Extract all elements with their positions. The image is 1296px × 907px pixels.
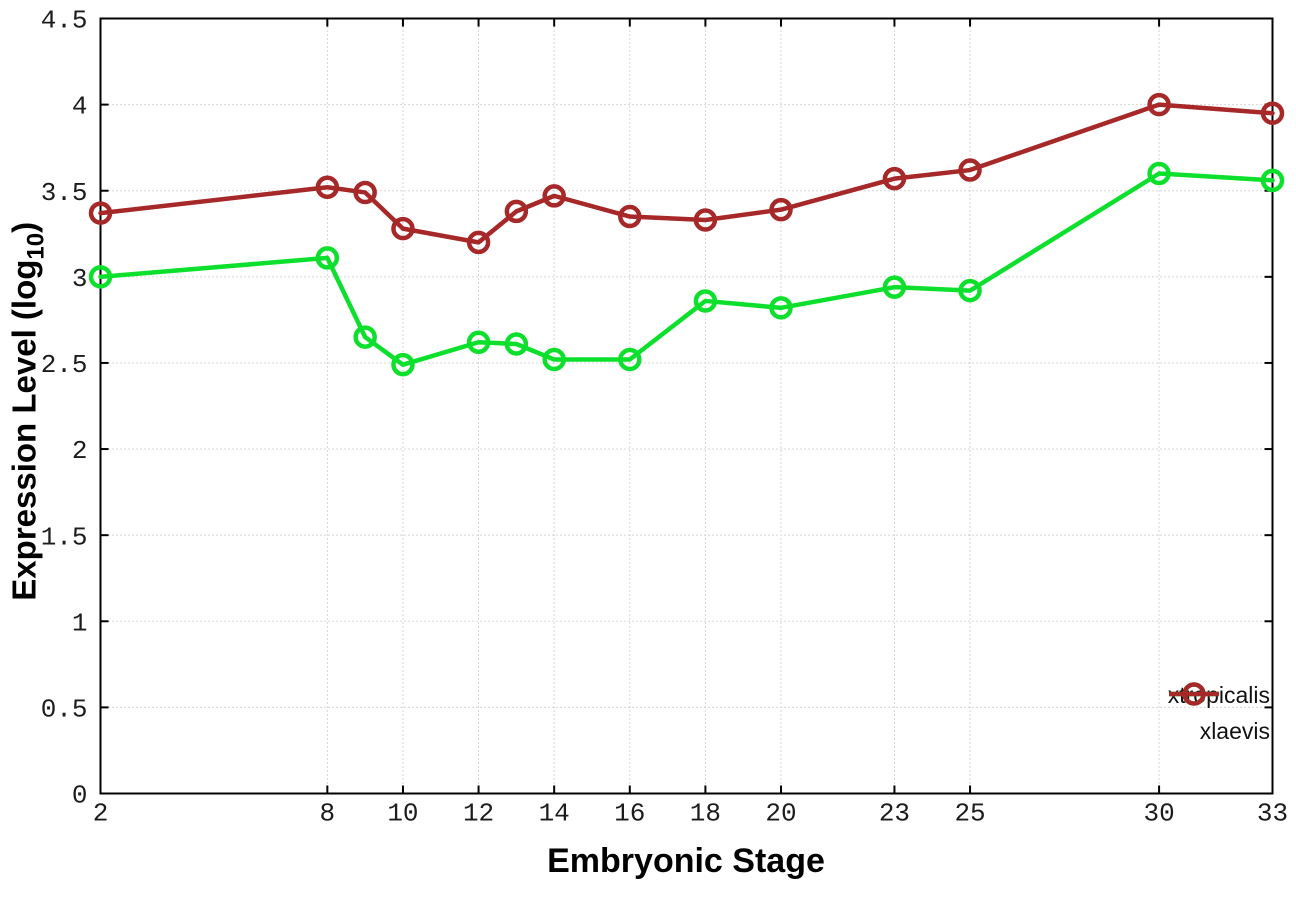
x-tick-label-23: 23 [879, 799, 910, 829]
y-tick-label-2.5: 2.5 [41, 350, 88, 380]
y-tick-label-2: 2 [72, 436, 88, 466]
y-tick-label-0: 0 [72, 781, 88, 811]
x-tick-label-8: 8 [320, 799, 336, 829]
y-axis-title: Expression Level (log10) [6, 21, 51, 801]
y-axis-title-text: Expression Level (log [5, 259, 43, 601]
legend: xtropicalis xlaevis [1168, 678, 1270, 748]
marker-xtropicalis-stage-12 [466, 330, 491, 355]
y-tick-label-0.5: 0.5 [41, 694, 88, 724]
x-tick-label-30: 30 [1143, 799, 1174, 829]
x-tick-label-25: 25 [954, 799, 985, 829]
x-tick-label-20: 20 [765, 799, 796, 829]
x-tick-label-16: 16 [614, 799, 645, 829]
series-line-xtropicalis [98, 171, 1275, 367]
legend-item-xlaevis: xlaevis [1168, 682, 1270, 748]
marker-xtropicalis-stage-9 [353, 325, 377, 349]
x-tick-label-14: 14 [539, 799, 570, 829]
marker-xtropicalis-stage-14 [542, 347, 566, 372]
legend-label-xlaevis: xlaevis [1199, 718, 1270, 744]
x-tick-label-18: 18 [690, 799, 721, 829]
marker-xlaevis-stage-12 [466, 230, 491, 255]
marker-xlaevis-stage-25 [958, 158, 982, 182]
marker-xtropicalis-stage-2 [88, 265, 113, 289]
marker-xtropicalis-stage-16 [618, 347, 642, 372]
x-tick-label-33: 33 [1257, 799, 1288, 829]
marker-xtropicalis-stage-8 [315, 246, 340, 270]
marker-xtropicalis-stage-23 [882, 275, 907, 299]
marker-xlaevis-stage-33 [1260, 101, 1285, 125]
marker-xlaevis-stage-23 [882, 166, 907, 191]
marker-xtropicalis-stage-20 [769, 296, 793, 320]
y-axis-title-close-paren: ) [5, 221, 43, 233]
marker-xlaevis-stage-18 [693, 208, 718, 232]
series-line-xlaevis [98, 102, 1275, 245]
x-tick-label-2: 2 [93, 799, 109, 829]
marker-xtropicalis-stage-30 [1147, 161, 1171, 186]
marker-xlaevis-stage-8 [315, 175, 340, 200]
y-tick-label-3.5: 3.5 [41, 178, 88, 208]
y-tick-label-4.5: 4.5 [41, 6, 88, 36]
marker-xlaevis-stage-2 [88, 201, 113, 225]
marker-xtropicalis-stage-25 [958, 278, 982, 303]
y-tick-label-4: 4 [72, 92, 88, 122]
marker-xlaevis-stage-14 [542, 184, 566, 208]
y-tick-label-3: 3 [72, 264, 88, 294]
x-tick-label-12: 12 [463, 799, 494, 829]
marker-xtropicalis-stage-10 [391, 352, 415, 377]
y-tick-label-1.5: 1.5 [41, 522, 88, 552]
marker-xtropicalis-stage-18 [693, 289, 718, 313]
marker-xlaevis-stage-10 [391, 216, 415, 241]
plot-border [99, 17, 1274, 795]
marker-xtropicalis-stage-33 [1260, 168, 1285, 193]
legend-sample-circle-xlaevis [1181, 682, 1206, 706]
y-tick-label-1: 1 [72, 608, 88, 638]
x-axis-title: Embryonic Stage [547, 842, 825, 880]
marker-xlaevis-stage-9 [353, 180, 377, 205]
x-tick-label-10: 10 [387, 799, 418, 829]
legend-marker-xlaevis [1168, 682, 1219, 706]
marker-xlaevis-stage-20 [769, 197, 793, 222]
marker-xlaevis-stage-13 [504, 199, 529, 224]
marker-xlaevis-stage-30 [1147, 92, 1171, 117]
y-axis-title-subscript: 10 [22, 232, 50, 260]
marker-xlaevis-stage-16 [618, 204, 642, 229]
marker-xtropicalis-stage-13 [504, 332, 529, 356]
